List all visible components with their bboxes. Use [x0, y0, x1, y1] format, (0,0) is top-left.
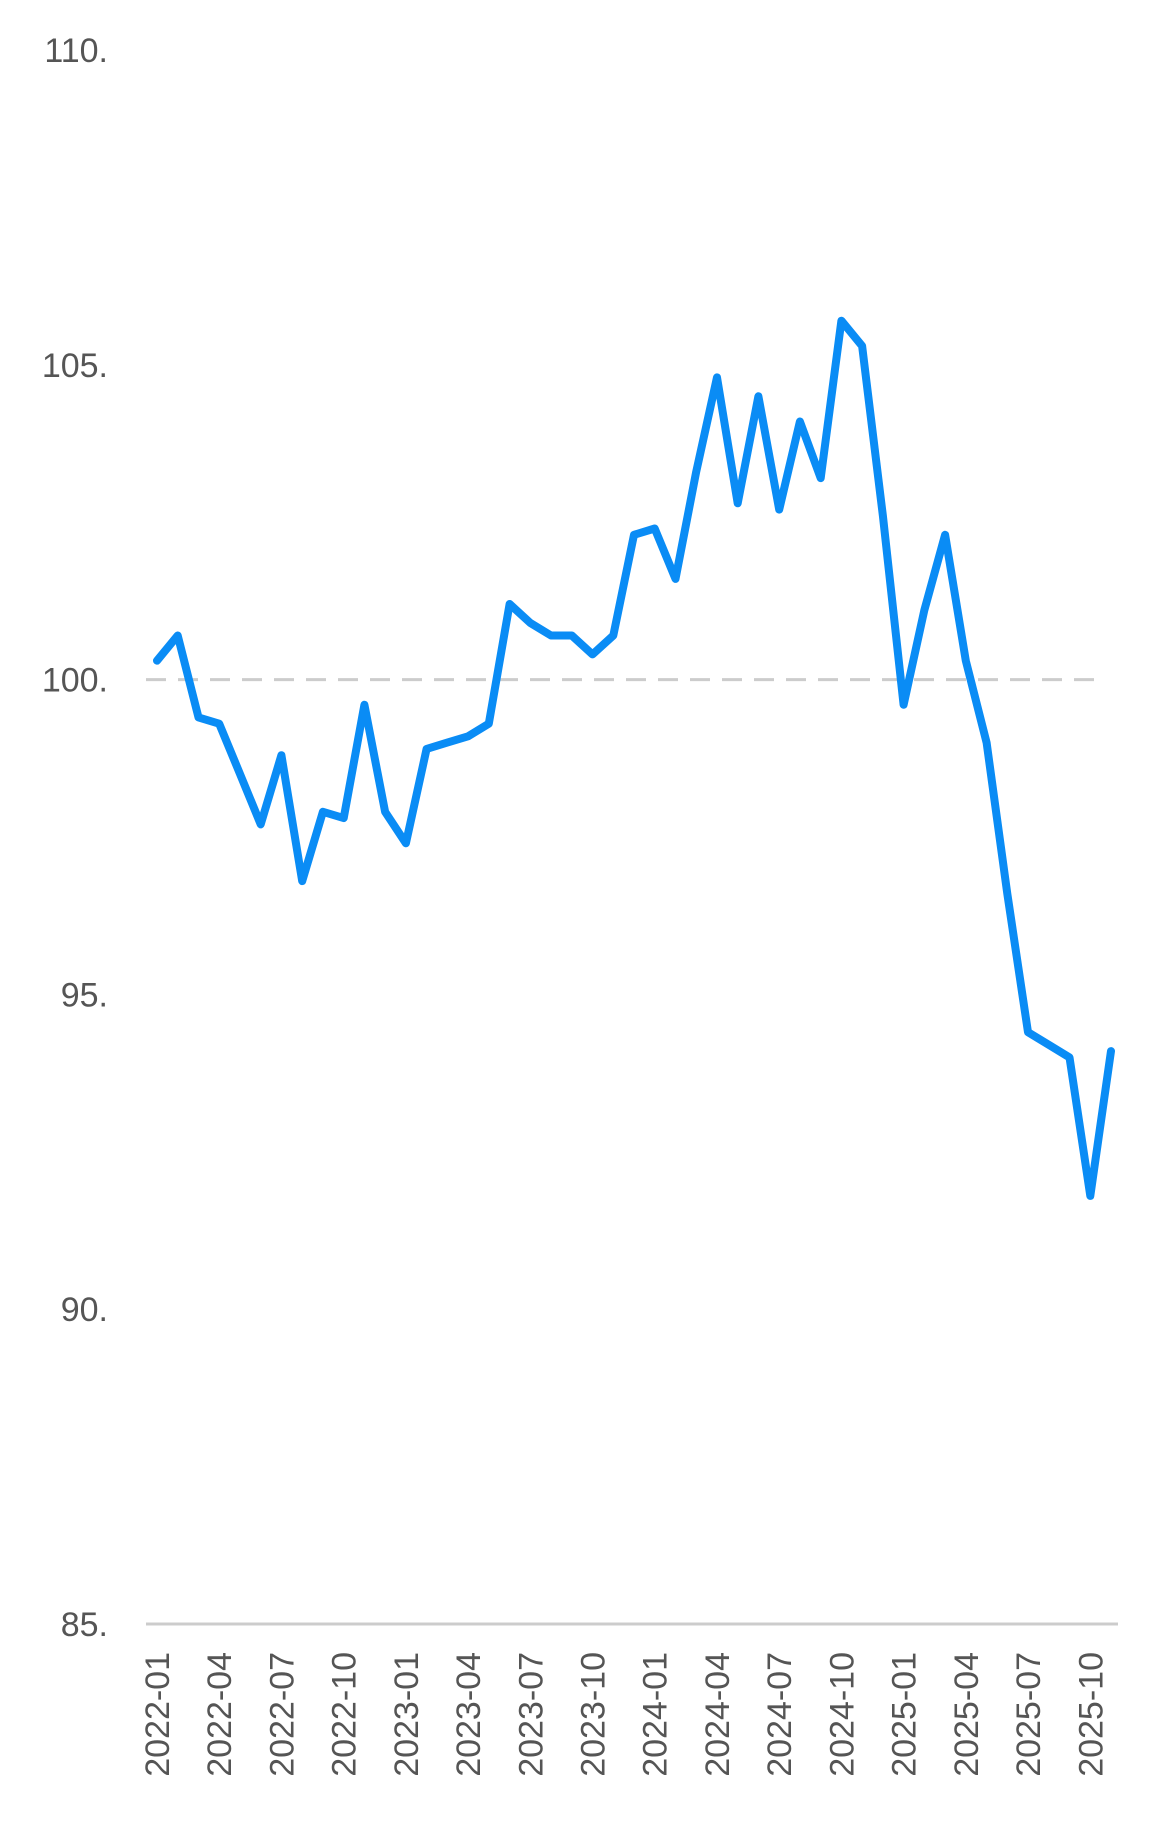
x-tick-label: 2023-04 — [450, 1652, 488, 1777]
x-tick-label: 2024-10 — [823, 1652, 861, 1777]
x-tick-label: 2024-04 — [699, 1652, 737, 1777]
y-tick-label: 105. — [42, 347, 108, 385]
x-tick-label: 2023-10 — [575, 1652, 613, 1777]
y-tick-label: 100. — [42, 662, 108, 700]
x-tick-label: 2022-01 — [139, 1652, 177, 1777]
y-tick-label: 95. — [61, 976, 108, 1014]
x-tick-label: 2022-04 — [201, 1652, 239, 1777]
x-tick-label: 2022-10 — [326, 1652, 364, 1777]
x-axis: 2022-01 2022-04 2022-07 2022-10 2023-01 2023-… — [139, 1652, 1110, 1777]
series-line — [153, 316, 1115, 1200]
y-tick-label: 85. — [61, 1606, 108, 1644]
x-tick-label: 2025-07 — [1010, 1652, 1048, 1777]
x-tick-label: 2025-01 — [886, 1652, 924, 1777]
y-tick-label: 110. — [44, 32, 108, 70]
x-tick-label: 2024-07 — [761, 1652, 799, 1777]
y-axis: 110. 105. 100. 95. 90. 85. — [42, 32, 108, 1644]
x-tick-label: 2024-01 — [637, 1652, 675, 1777]
y-tick-label: 90. — [61, 1291, 108, 1329]
x-tick-label: 2022-07 — [263, 1652, 301, 1777]
x-tick-label: 2025-10 — [1072, 1652, 1110, 1777]
x-tick-label: 2025-04 — [948, 1652, 986, 1777]
x-tick-label: 2023-07 — [512, 1652, 550, 1777]
x-tick-label: 2023-01 — [388, 1652, 426, 1777]
